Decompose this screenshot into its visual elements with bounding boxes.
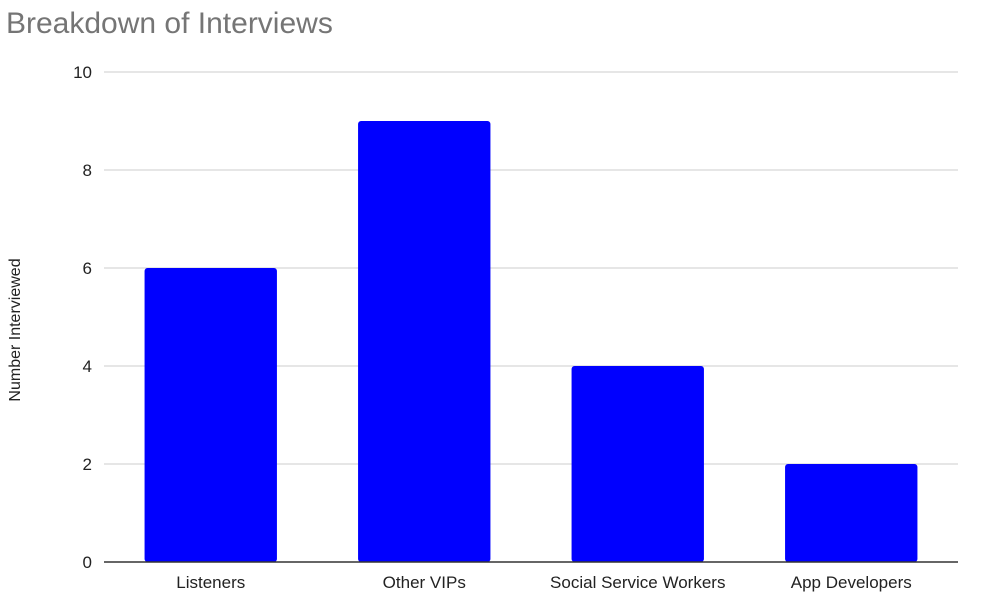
bar-social-service-workers [571, 366, 704, 562]
y-tick-label: 2 [83, 455, 92, 474]
y-tick-label: 6 [83, 259, 92, 278]
y-tick-label: 8 [83, 161, 92, 180]
bar-listeners [144, 268, 277, 562]
chart-title: Breakdown of Interviews [6, 7, 333, 40]
bar-other-vips [358, 121, 491, 562]
y-tick-label: 0 [83, 553, 92, 572]
x-axis-ticks: Listeners Other VIPs Social Service Worker… [176, 573, 911, 592]
y-axis-ticks: 0 2 4 6 8 10 [73, 63, 92, 572]
x-tick-label: Other VIPs [383, 573, 466, 592]
x-tick-label: App Developers [791, 573, 912, 592]
y-tick-label: 10 [73, 63, 92, 82]
bar-app-developers [785, 464, 918, 562]
y-axis-label: Number Interviewed [7, 258, 24, 401]
bars [144, 121, 918, 562]
x-tick-label: Listeners [176, 573, 245, 592]
x-tick-label: Social Service Workers [550, 573, 725, 592]
y-tick-label: 4 [83, 357, 92, 376]
